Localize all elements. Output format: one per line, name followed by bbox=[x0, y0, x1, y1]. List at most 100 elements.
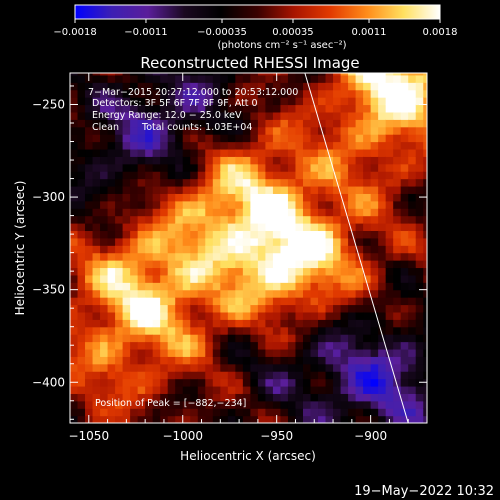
heatmap-cell bbox=[182, 163, 191, 172]
heatmap-cell bbox=[197, 319, 206, 328]
heatmap-cell bbox=[145, 304, 154, 313]
heatmap-cell bbox=[318, 341, 327, 350]
heatmap-cell bbox=[227, 119, 236, 128]
heatmap-cell bbox=[333, 311, 342, 320]
heatmap-cell bbox=[152, 334, 161, 343]
heatmap-cell bbox=[423, 289, 427, 298]
heatmap-cell bbox=[92, 252, 101, 261]
heatmap-cell bbox=[92, 415, 101, 423]
heatmap-cell bbox=[227, 334, 236, 343]
heatmap-cell bbox=[318, 304, 327, 313]
heatmap-cell bbox=[182, 134, 191, 143]
heatmap-cell bbox=[85, 141, 94, 150]
solar-limb-line bbox=[304, 72, 409, 424]
heatmap-cell bbox=[190, 356, 199, 365]
heatmap-cell bbox=[295, 252, 304, 261]
heatmap-cell bbox=[318, 408, 327, 417]
heatmap-cell bbox=[325, 363, 334, 372]
heatmap-cell bbox=[423, 371, 427, 380]
heatmap-cell bbox=[325, 415, 334, 423]
heatmap-cell bbox=[212, 74, 221, 83]
heatmap-cell bbox=[302, 193, 312, 202]
heatmap-cell bbox=[272, 208, 282, 217]
heatmap-cell bbox=[152, 230, 161, 239]
heatmap-cell bbox=[227, 260, 236, 269]
heatmap-cell bbox=[325, 148, 334, 157]
heatmap-cell bbox=[318, 104, 327, 113]
heatmap-cell bbox=[257, 73, 267, 76]
heatmap-cell bbox=[160, 148, 169, 157]
heatmap-cell bbox=[235, 237, 244, 246]
heatmap-cell bbox=[415, 208, 424, 217]
heatmap-cell bbox=[280, 385, 289, 394]
heatmap-cell bbox=[242, 267, 251, 276]
heatmap-cell bbox=[100, 289, 109, 298]
heatmap-cell bbox=[235, 393, 244, 402]
heatmap-cell bbox=[197, 230, 206, 239]
heatmap-cell bbox=[122, 74, 131, 83]
heatmap-cell bbox=[325, 274, 334, 283]
heatmap-cell bbox=[130, 141, 139, 150]
heatmap-cell bbox=[378, 185, 387, 194]
heatmap-cell bbox=[370, 171, 379, 180]
heatmap-cell bbox=[242, 134, 251, 143]
heatmap-cell bbox=[235, 193, 244, 202]
heatmap-cell bbox=[115, 208, 124, 217]
heatmap-cell bbox=[287, 363, 297, 372]
heatmap-cell bbox=[280, 363, 289, 372]
heatmap-cell bbox=[235, 134, 244, 143]
heatmap-cell bbox=[77, 73, 86, 76]
heatmap-cell bbox=[85, 326, 94, 335]
heatmap-cell bbox=[340, 341, 349, 350]
heatmap-cell bbox=[287, 282, 297, 291]
heatmap-cell bbox=[400, 223, 409, 232]
heatmap-cell bbox=[370, 408, 379, 417]
heatmap-cell bbox=[85, 89, 94, 98]
heatmap-cell bbox=[265, 163, 274, 172]
heatmap-cell bbox=[340, 237, 349, 246]
heatmap-cell bbox=[265, 267, 274, 276]
heatmap-cell bbox=[152, 348, 161, 357]
heatmap-cell bbox=[280, 319, 289, 328]
heatmap-cell bbox=[100, 178, 109, 187]
heatmap-cell bbox=[333, 289, 342, 298]
heatmap-cell bbox=[212, 134, 221, 143]
heatmap-cell bbox=[160, 141, 169, 150]
heatmap-cell bbox=[182, 148, 191, 157]
heatmap-cell bbox=[152, 282, 161, 291]
heatmap-cell bbox=[197, 326, 206, 335]
heatmap-cell bbox=[355, 237, 364, 246]
heatmap-cell bbox=[340, 178, 349, 187]
heatmap-cell bbox=[107, 371, 116, 380]
heatmap-cell bbox=[85, 245, 94, 254]
heatmap-cell bbox=[272, 348, 282, 357]
heatmap-cell bbox=[242, 223, 251, 232]
heatmap-cell bbox=[77, 319, 86, 328]
heatmap-cell bbox=[310, 363, 319, 372]
heatmap-cell bbox=[340, 319, 349, 328]
heatmap-cell bbox=[100, 74, 109, 83]
heatmap-cell bbox=[250, 230, 259, 239]
heatmap-cell bbox=[363, 126, 372, 135]
heatmap-cell bbox=[122, 260, 131, 269]
heatmap-cell bbox=[272, 252, 282, 261]
heatmap-cell bbox=[393, 408, 402, 417]
heatmap-cell bbox=[220, 311, 229, 320]
heatmap-cell bbox=[257, 400, 267, 409]
heatmap-cell bbox=[385, 82, 394, 91]
heatmap-cell bbox=[137, 134, 146, 143]
heatmap-cell bbox=[145, 252, 154, 261]
heatmap-cell bbox=[385, 237, 394, 246]
heatmap-cell bbox=[212, 73, 221, 76]
heatmap-cell bbox=[302, 260, 312, 269]
heatmap-cell bbox=[325, 267, 334, 276]
heatmap-cell bbox=[92, 163, 101, 172]
heatmap-cell bbox=[175, 97, 184, 106]
heatmap-cell bbox=[100, 385, 109, 394]
heatmap-cell bbox=[70, 97, 79, 106]
heatmap-cell bbox=[242, 400, 251, 409]
heatmap-cell bbox=[423, 200, 427, 209]
colorbar-ticks: −0.0018 −0.0011 −0.00035 0.00035 0.0011 0.001… bbox=[53, 19, 458, 38]
heatmap-cell bbox=[175, 74, 184, 83]
heatmap-cell bbox=[355, 73, 364, 76]
